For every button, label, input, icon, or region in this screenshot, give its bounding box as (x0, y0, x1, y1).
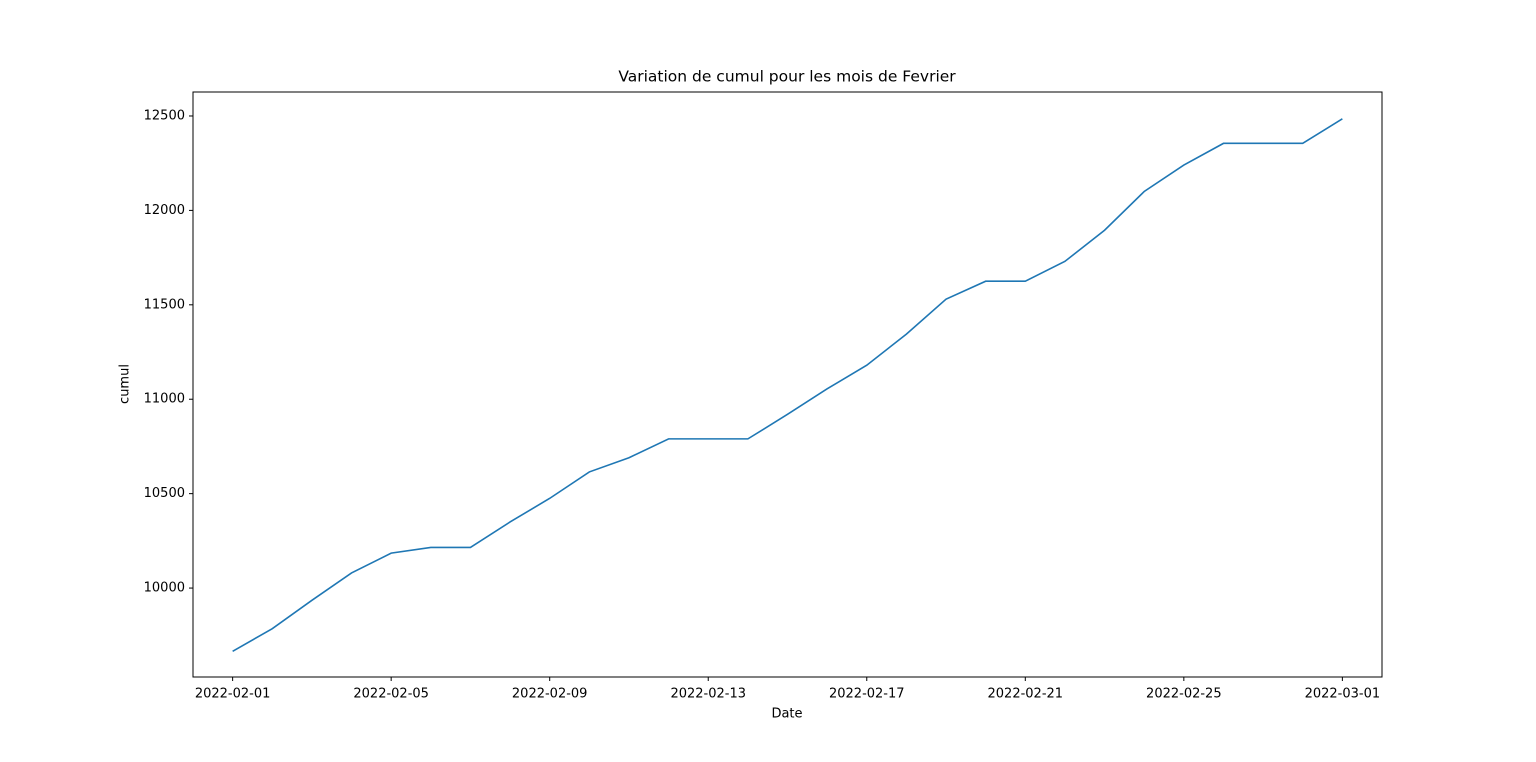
y-tick-label: 10500 (144, 486, 185, 501)
x-tick-label: 2022-02-01 (195, 687, 271, 702)
y-tick-label: 11000 (144, 392, 185, 407)
x-tick-label: 2022-03-01 (1305, 687, 1381, 702)
chart-title: Variation de cumul pour les mois de Fevr… (618, 68, 956, 86)
plot-frame (192, 91, 1383, 678)
y-tick-label: 11500 (144, 297, 185, 312)
x-tick-label: 2022-02-17 (829, 687, 905, 702)
x-tick-label: 2022-02-13 (670, 687, 746, 702)
y-tick-label: 10000 (144, 581, 185, 596)
x-axis-label: Date (771, 707, 802, 722)
y-tick-label: 12500 (144, 108, 185, 123)
x-tick-label: 2022-02-05 (353, 687, 429, 702)
y-axis-label: cumul (118, 364, 133, 404)
x-tick-label: 2022-02-25 (1146, 687, 1222, 702)
data-line (232, 118, 1343, 653)
x-tick-label: 2022-02-09 (512, 687, 588, 702)
y-tick-label: 12000 (144, 203, 185, 218)
x-tick-label: 2022-02-21 (988, 687, 1064, 702)
